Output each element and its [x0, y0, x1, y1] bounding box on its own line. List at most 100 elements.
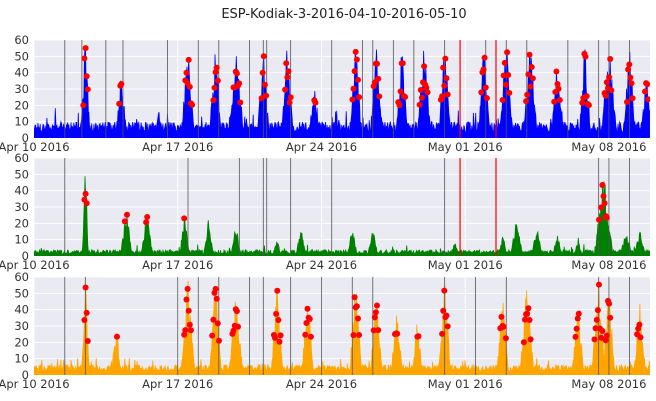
x-tick-label: Apr 24 2016 — [286, 140, 357, 154]
chart-title: ESP-Kodiak-3-2016-04-10-2016-05-10 — [221, 7, 466, 22]
outlier-point — [527, 336, 534, 343]
outlier-point — [524, 310, 531, 317]
outlier-point — [440, 64, 447, 71]
outlier-point — [598, 334, 605, 341]
x-tick-label: May 08 2016 — [571, 377, 646, 391]
outlier-point — [183, 69, 190, 76]
y-tick-label: 40 — [14, 184, 29, 198]
outlier-point — [276, 338, 283, 345]
outlier-point — [277, 332, 284, 339]
y-tick-label: 30 — [14, 200, 29, 214]
outlier-point — [421, 63, 428, 70]
y-tick-label: 50 — [14, 286, 29, 300]
outlier-point — [235, 323, 241, 330]
outlier-point — [214, 77, 221, 84]
outlier-point — [528, 64, 535, 70]
x-tick-label: Apr 10 2016 — [0, 140, 70, 154]
outlier-point — [116, 100, 123, 107]
outlier-point — [607, 56, 614, 62]
outlier-point — [306, 316, 313, 322]
outlier-point — [554, 81, 561, 87]
outlier-point — [83, 200, 90, 207]
outlier-point — [81, 317, 88, 323]
outlier-point — [603, 332, 610, 339]
x-tick-label: May 01 2016 — [428, 140, 503, 154]
outlier-point — [370, 327, 377, 334]
outlier-point — [424, 89, 431, 96]
outlier-point — [182, 327, 189, 334]
series-line — [34, 176, 650, 256]
outlier-point — [596, 216, 602, 223]
outlier-point — [502, 335, 509, 342]
y-tick-label: 30 — [14, 82, 29, 96]
outlier-point — [520, 339, 527, 346]
outlier-point — [124, 211, 130, 218]
outlier-point — [601, 200, 608, 207]
outlier-point — [237, 99, 244, 106]
outlier-point — [114, 333, 120, 340]
outlier-point — [442, 55, 449, 62]
outlier-point — [211, 84, 218, 91]
outlier-point — [444, 91, 451, 98]
outlier-point — [627, 74, 634, 81]
outlier-point — [375, 75, 382, 82]
outlier-point — [350, 332, 357, 339]
outlier-point — [214, 320, 221, 327]
outlier-point — [216, 337, 222, 344]
outlier-point — [418, 94, 425, 101]
outlier-point — [506, 89, 513, 96]
outlier-point — [603, 214, 610, 221]
outlier-point — [185, 307, 192, 314]
series-line — [34, 46, 650, 138]
x-tick-label: May 08 2016 — [571, 140, 646, 154]
x-tick-label: Apr 17 2016 — [142, 377, 213, 391]
outlier-point — [375, 327, 382, 334]
outlier-point — [144, 214, 151, 220]
x-tick-label: May 01 2016 — [428, 377, 503, 391]
outlier-point — [233, 70, 240, 77]
outlier-point — [500, 323, 507, 330]
x-tick-label: May 01 2016 — [428, 258, 503, 272]
outlier-point — [625, 66, 632, 73]
outlier-point — [500, 72, 507, 79]
outlier-point — [556, 97, 563, 103]
outlier-point — [185, 56, 192, 63]
outlier-point — [585, 102, 592, 109]
outlier-point — [118, 81, 125, 87]
outlier-point — [499, 97, 506, 103]
outlier-point — [574, 315, 581, 322]
y-tick-label: 60 — [14, 33, 29, 47]
panel-2: 0 10 20 30 40 50 60 Apr 10 2016 Apr 17 2016 Apr 2… — [0, 151, 650, 272]
outlier-point — [356, 332, 363, 338]
outlier-point — [84, 338, 91, 344]
outlier-point — [353, 56, 360, 63]
outlier-point — [626, 61, 633, 68]
outlier-point — [399, 60, 406, 67]
outlier-point — [304, 305, 311, 312]
outlier-point — [272, 334, 278, 341]
outlier-point — [355, 315, 361, 322]
outlier-point — [212, 69, 219, 76]
outlier-point — [583, 93, 590, 100]
x-tick-label: Apr 17 2016 — [142, 258, 213, 272]
y-tick-label: 50 — [14, 167, 29, 181]
outlier-point — [636, 321, 643, 328]
outlier-point — [415, 333, 422, 340]
outlier-point — [599, 182, 606, 188]
outlier-point — [374, 302, 380, 309]
outlier-point — [592, 325, 599, 332]
outlier-point — [233, 308, 240, 315]
outlier-point — [482, 84, 489, 91]
outlier-point — [351, 68, 358, 75]
outlier-point — [553, 68, 560, 75]
outlier-point — [602, 337, 609, 344]
outlier-point — [350, 85, 357, 92]
y-tick-label: 0 — [22, 131, 29, 145]
outlier-point — [181, 215, 188, 222]
outlier-point — [286, 99, 293, 106]
outlier-point — [594, 307, 601, 314]
outlier-point — [285, 68, 292, 75]
x-tick-label: Apr 10 2016 — [0, 258, 70, 272]
outlier-point — [417, 87, 424, 93]
